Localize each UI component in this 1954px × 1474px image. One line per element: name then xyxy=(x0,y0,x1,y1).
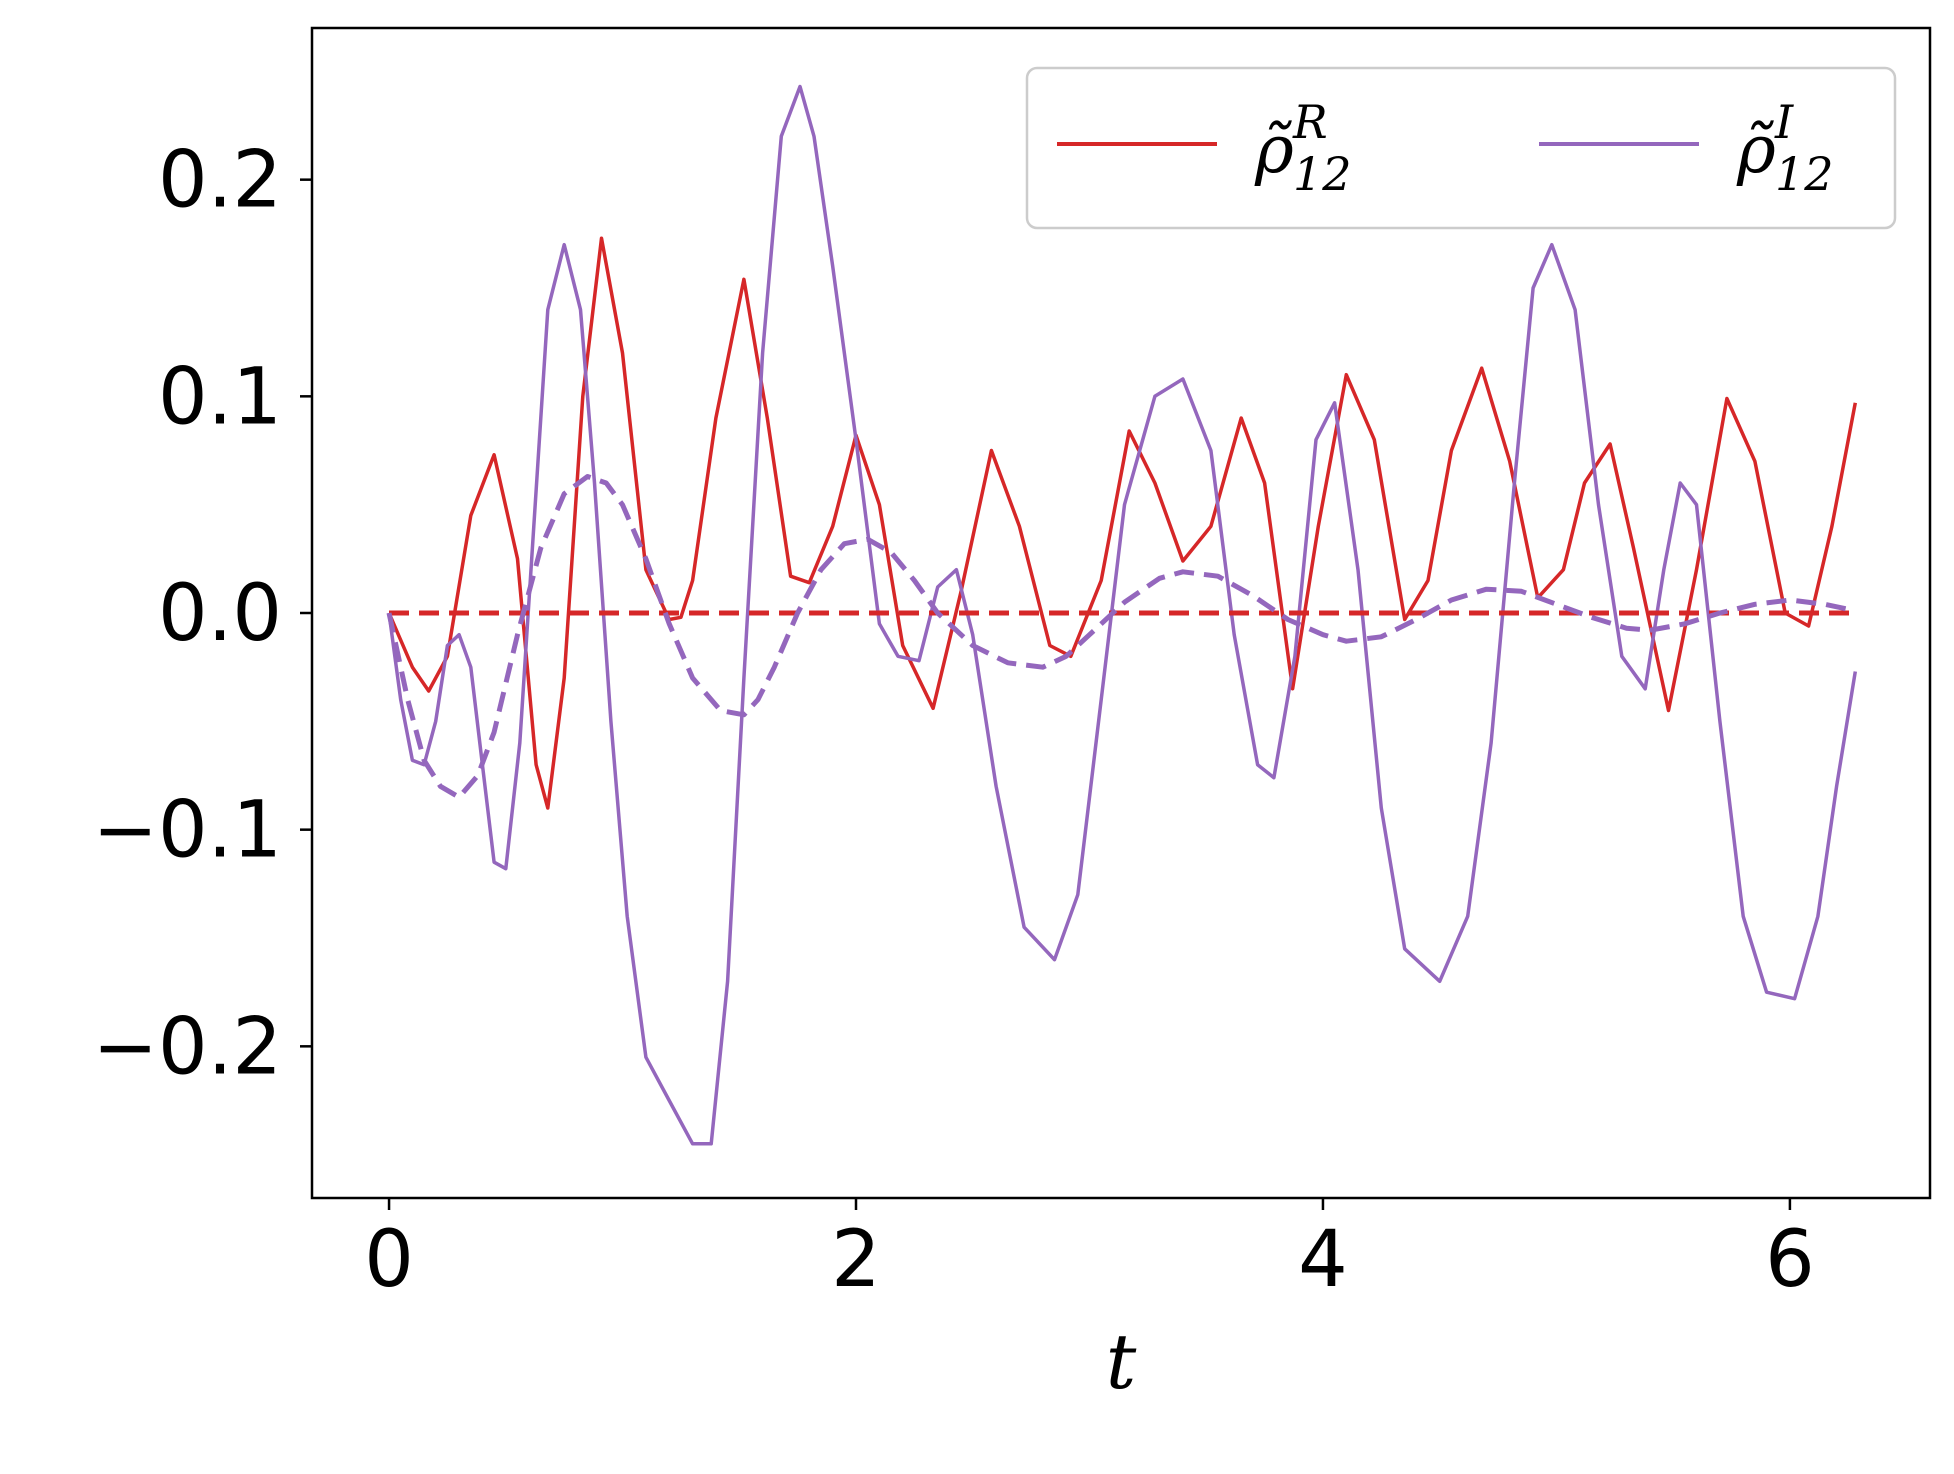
series-line-3-dashed xyxy=(386,474,1856,800)
legend-label-superscript-0: R xyxy=(1292,95,1328,149)
x-axis: 0 2 4 6 xyxy=(364,1198,1815,1305)
x-tick-label: 6 xyxy=(1765,1215,1815,1305)
series-line-0-solid xyxy=(387,236,1858,810)
legend-label-subscript-0: 12 xyxy=(1293,147,1352,201)
legend: ρ̃ R12 ρ̃ I12 xyxy=(1025,66,1897,230)
y-axis: −0.2 −0.1 0.0 0.1 0.2 xyxy=(93,136,312,1092)
x-tick-label: 0 xyxy=(364,1215,414,1305)
y-tick-label: −0.2 xyxy=(93,1002,282,1092)
y-tick-label: 0.0 xyxy=(158,569,282,659)
plot-lines xyxy=(386,84,1858,1146)
x-tick-label: 2 xyxy=(831,1215,881,1305)
legend-label-1: ρ̃ xyxy=(1736,111,1776,188)
legend-label-superscript-1: I xyxy=(1774,95,1794,149)
y-tick-label: −0.1 xyxy=(93,786,282,876)
y-tick-label: 0.1 xyxy=(158,352,282,442)
y-tick-label: 0.2 xyxy=(158,136,282,226)
legend-label-subscript-1: 12 xyxy=(1775,147,1834,201)
x-tick-label: 4 xyxy=(1298,1215,1348,1305)
series-line-1-solid xyxy=(387,84,1858,1146)
legend-label-0: ρ̃ xyxy=(1254,111,1294,188)
x-axis-label: t xyxy=(1106,1317,1137,1406)
legend-box xyxy=(1025,66,1897,230)
